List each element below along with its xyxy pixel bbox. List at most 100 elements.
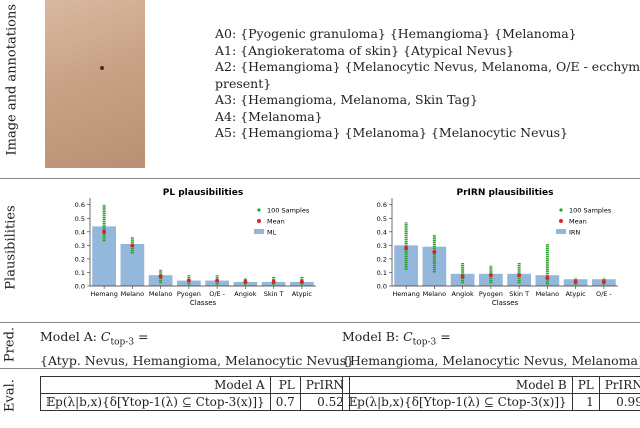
- mean-dot: [186, 278, 191, 283]
- lesion: [100, 66, 104, 70]
- x-tick-label: Hemang: [90, 290, 117, 298]
- table-row: Model B PL PrIRN: [342, 376, 640, 394]
- x-tick-label: Angiok: [452, 290, 474, 298]
- x-tick-label: Melano: [149, 290, 173, 298]
- mean-dot: [102, 229, 107, 234]
- y-tick-label: 0.0: [377, 283, 387, 291]
- table-cell: Model B: [342, 376, 573, 394]
- y-tick-label: 0.6: [377, 201, 387, 209]
- legend-label: 100 Samples: [569, 207, 612, 215]
- y-tick-label: 0.5: [75, 215, 85, 223]
- bar: [394, 245, 418, 286]
- y-tick-label: 0.4: [75, 228, 85, 236]
- chart-title: PL plausibilities: [163, 188, 243, 198]
- legend-swatch: [559, 219, 563, 223]
- row-label: Plausibilities: [3, 205, 19, 290]
- prediction: Model A: Ctop-3 = {Atyp. Nevus, Hemangiom…: [40, 328, 354, 369]
- mean-dot: [243, 279, 248, 284]
- annotations: A0: {Pyogenic granuloma} {Hemangioma} {M…: [215, 26, 640, 142]
- legend-label: ML: [267, 229, 277, 237]
- mean-dot: [432, 250, 437, 255]
- bar: [92, 226, 116, 286]
- table-cell: 0.52: [299, 393, 350, 411]
- table: Model A PL PrIRN 𝔼p(λ|b,x){δ[Ytop-1(λ) ⊆ Ct…: [40, 376, 350, 411]
- model-prefix: Model B:: [342, 329, 404, 344]
- eval-table: Model B PL PrIRN 𝔼p(λ|b,x){δ[Ytop-1(λ) ⊆ Ct…: [342, 376, 640, 411]
- y-tick-label: 0.1: [75, 269, 85, 277]
- mean-dot: [404, 246, 409, 251]
- legend-swatch: [254, 229, 264, 234]
- x-tick-label: Melano: [536, 290, 560, 298]
- table-cell: Model A: [40, 376, 271, 394]
- y-tick-label: 0.2: [377, 255, 387, 263]
- mean-dot: [517, 273, 522, 278]
- symbol: C: [100, 329, 111, 344]
- bar: [120, 244, 145, 286]
- legend-label: IRN: [569, 229, 580, 237]
- x-tick-label: Skin T: [509, 290, 529, 298]
- table-row: Model A PL PrIRN: [40, 376, 350, 394]
- table-cell: PL: [269, 376, 301, 394]
- divider: [0, 322, 640, 323]
- x-tick-label: Skin T: [264, 290, 284, 298]
- legend-label: Mean: [267, 218, 285, 226]
- table-cell: 1: [571, 393, 600, 411]
- legend-swatch: [257, 219, 261, 223]
- prediction-set: {Hemangioma, Melanocytic Nevus, Melanoma…: [342, 352, 640, 368]
- mean-dot: [130, 243, 135, 248]
- legend-swatch: [556, 229, 566, 234]
- x-tick-label: O/E -: [596, 290, 612, 298]
- table: Model B PL PrIRN 𝔼p(λ|b,x){δ[Ytop-1(λ) ⊆ Ct…: [342, 376, 640, 411]
- annotation: A5: {Hemangioma} {Melanoma} {Melanocytic…: [215, 125, 568, 140]
- x-tick-label: Pyogen: [479, 290, 503, 298]
- annotation: A3: {Hemangioma, Melanoma, Skin Tag}: [215, 92, 478, 107]
- model-prefix: Model A:: [40, 329, 101, 344]
- table-cell: PL: [571, 376, 600, 394]
- table-cell: PrIRN: [299, 376, 350, 394]
- divider: [0, 368, 640, 369]
- x-tick-label: Hemang: [392, 290, 419, 298]
- symbol: C: [403, 329, 413, 344]
- divider: [0, 178, 640, 179]
- table-cell: 0.7: [269, 393, 301, 411]
- mean-dot: [215, 278, 220, 283]
- axis: [89, 198, 316, 287]
- x-tick-label: Atypic: [566, 290, 587, 298]
- annotation: A1: {Angiokeratoma of skin} {Atypical Ne…: [215, 42, 515, 58]
- x-tick-label: Pyogen: [177, 290, 201, 298]
- bar: [422, 246, 447, 286]
- y-tick-label: 0.5: [377, 215, 387, 223]
- prediction: Model B: Ctop-3 = {Hemangioma, Melanocyti…: [342, 328, 640, 369]
- x-tick-label: Atypic: [292, 290, 313, 298]
- x-axis-label: Classes: [492, 299, 519, 307]
- y-tick-label: 0.6: [75, 201, 85, 209]
- subscript: top-3: [412, 337, 437, 348]
- suffix: =: [134, 329, 149, 344]
- mean-dot: [545, 275, 550, 280]
- annotation: present}: [215, 75, 272, 91]
- y-tick-label: 0.2: [75, 255, 85, 263]
- prediction-line: Model A: Ctop-3 =: [40, 328, 354, 352]
- prediction-line: Model B: Ctop-3 =: [342, 328, 640, 352]
- table-row: 𝔼p(λ|b,x){δ[Ytop-1(λ) ⊆ Ctop-3(x)]} 0.7 0.…: [40, 393, 350, 411]
- x-tick-label: O/E -: [209, 290, 225, 298]
- row-label: Eval.: [2, 379, 18, 412]
- y-tick-label: 0.1: [377, 269, 387, 277]
- chart-title: PrIRN plausibilities: [457, 188, 554, 198]
- mean-dot: [460, 274, 465, 279]
- bar: [535, 275, 560, 286]
- y-tick-label: 0.3: [377, 242, 387, 250]
- table-cell: PrIRN: [598, 376, 640, 394]
- table-cell: 𝔼p(λ|b,x){δ[Ytop-1(λ) ⊆ Ctop-3(x)]}: [40, 393, 271, 411]
- x-tick-label: Melano: [121, 290, 145, 298]
- chart: PL plausibilities 0.0 0.1 0.2 0.3 0.4 0.5 0.6 He…: [75, 188, 316, 307]
- prediction-set: {Atyp. Nevus, Hemangioma, Melanocytic Ne…: [40, 352, 355, 368]
- mean-dot: [488, 273, 493, 278]
- chart: PrIRN plausibilities 0.0 0.1 0.2 0.3 0.4 0.5 0.…: [377, 188, 618, 307]
- annotation: A0: {Pyogenic granuloma} {Hemangioma} {M…: [215, 26, 577, 41]
- eval-table: Model A PL PrIRN 𝔼p(λ|b,x){δ[Ytop-1(λ) ⊆ Ct…: [40, 376, 350, 411]
- mean-dot: [158, 274, 163, 279]
- legend-label: 100 Samples: [267, 207, 310, 215]
- annotation: A2: {Hemangioma} {Melanocytic Nevus, Mel…: [215, 59, 640, 74]
